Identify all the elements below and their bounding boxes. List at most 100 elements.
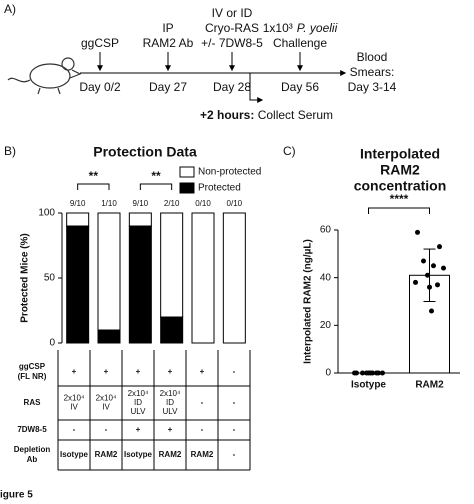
event-day: Day 56 (281, 80, 319, 94)
data-point (427, 284, 432, 290)
table-cell: RAM2 (159, 450, 182, 459)
table-cell: + (168, 425, 173, 434)
row-label: 7DW8-5 (17, 425, 47, 434)
table-cell: Isotype (60, 450, 89, 459)
y-tick-label: 100 (38, 208, 55, 219)
event-day: Day 28 (213, 80, 251, 94)
event-day: Day 0/2 (79, 80, 121, 94)
data-point (437, 244, 442, 250)
table-cell: RAM2 (95, 450, 118, 459)
y-tick-label: 0 (325, 368, 331, 379)
event-label-part: 1x10³ (263, 21, 293, 35)
branch-label: +2 hours: Collect Serum (200, 108, 333, 122)
event-label: ggCSP (81, 36, 119, 50)
y-axis-label: Interpolated RAM2 (ng/µL) (303, 239, 314, 364)
row-label: ggCSP (19, 362, 46, 371)
row-label: Ab (27, 455, 38, 464)
bar-segment (160, 316, 184, 344)
end-label: Smears: (350, 65, 395, 79)
bar-segment (160, 212, 184, 318)
data-point (368, 370, 373, 376)
data-point (415, 229, 420, 235)
table-cell: + (168, 367, 173, 376)
table-cell: ULV (131, 407, 147, 416)
bar-segment (97, 329, 121, 344)
event-label: RAM2 Ab (143, 36, 194, 50)
bar-segment (222, 212, 246, 344)
branch-text: Collect Serum (254, 108, 333, 122)
event-label: 1x10³ P. yoelii (263, 21, 338, 35)
chart-title: Protection Data (93, 144, 197, 160)
panel-label: B) (4, 144, 16, 158)
data-point (421, 258, 426, 264)
data-point (431, 263, 436, 269)
mouse-icon (7, 57, 82, 95)
fraction-label: 9/10 (70, 199, 86, 208)
data-point (360, 370, 365, 376)
table-cell: 2x10⁴ (128, 389, 149, 398)
bar-segment (128, 225, 152, 344)
significance-label: ** (89, 169, 99, 183)
bar-segment (66, 225, 90, 344)
fraction-label: 0/10 (227, 199, 243, 208)
caption: igure 5 (0, 490, 33, 501)
table-cell: ID (134, 398, 142, 407)
panel-label: C) (283, 144, 296, 158)
table-cell: - (73, 425, 76, 434)
fraction-label: 9/10 (133, 199, 149, 208)
event-label: +/- 7DW8-5 (201, 36, 263, 50)
bar-segment (128, 212, 152, 227)
event-day: Day 27 (149, 80, 187, 94)
y-tick-label: 0 (49, 338, 55, 349)
data-point (435, 282, 440, 288)
table-cell: 2x10⁴ (96, 394, 117, 403)
table-cell: + (136, 425, 141, 434)
branch-bold: +2 hours: (200, 108, 254, 122)
table-cell: + (200, 367, 205, 376)
row-label: Depletion (14, 445, 51, 454)
legend-swatch (179, 166, 195, 178)
fraction-label: 0/10 (195, 199, 211, 208)
data-point (413, 279, 418, 285)
table-cell: - (201, 425, 204, 434)
x-tick-label: Isotype (351, 380, 386, 391)
table-cell: + (72, 367, 77, 376)
branch-arrow (249, 73, 264, 103)
species: P. yoelii (297, 21, 338, 35)
legend-label: Non-protected (198, 167, 261, 178)
table-cell: - (233, 425, 236, 434)
legend-swatch (179, 182, 195, 194)
bar-segment (66, 212, 90, 227)
significance-bracket (368, 207, 430, 214)
data-point (441, 265, 446, 271)
y-tick-label: 50 (44, 273, 56, 284)
data-point (374, 370, 379, 376)
event-label: IV or ID (212, 6, 253, 20)
panel-label: A) (4, 2, 16, 16)
significance-label: **** (390, 192, 409, 206)
row-label: (FL NR) (18, 372, 47, 381)
bar-segment (97, 212, 121, 331)
table-cell: - (233, 398, 236, 407)
table-cell: IV (102, 403, 110, 412)
y-tick-label: 40 (320, 272, 332, 283)
end-label: Blood (357, 50, 388, 64)
table-cell: + (104, 367, 109, 376)
table-cell: 2x10⁴ (160, 389, 181, 398)
table-cell: - (233, 450, 236, 459)
fraction-label: 1/10 (101, 199, 117, 208)
y-axis-label: Protected Mice (%) (20, 233, 31, 322)
table-cell: - (201, 398, 204, 407)
end-label: Day 3-14 (348, 80, 397, 94)
chart-title: concentration (354, 178, 447, 194)
fraction-label: 2/10 (164, 199, 180, 208)
table-cell: ULV (163, 407, 179, 416)
event-label: Challenge (273, 36, 327, 50)
x-tick-label: RAM2 (415, 380, 444, 391)
y-tick-label: 60 (320, 225, 332, 236)
significance-bracket (139, 183, 173, 190)
table-cell: 2x10⁴ (64, 394, 85, 403)
table-cell: - (105, 425, 108, 434)
data-point (429, 308, 434, 314)
